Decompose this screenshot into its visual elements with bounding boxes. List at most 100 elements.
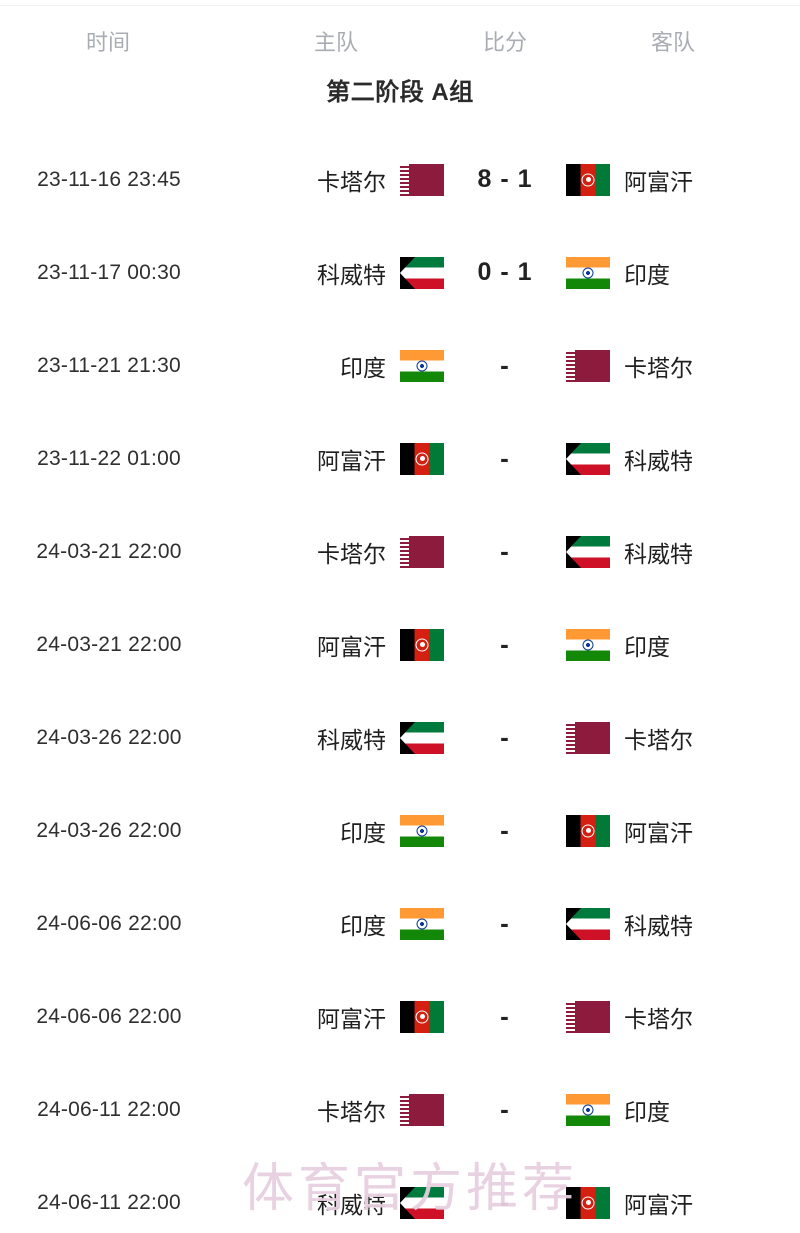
away-team[interactable]: 印度 (566, 226, 800, 319)
home-team-name: 阿富汗 (317, 1005, 386, 1032)
home-team-name: 卡塔尔 (317, 168, 386, 195)
match-score: 0 - 1 (477, 258, 533, 286)
table-row[interactable]: 24-06-06 22:00 印度 - 科威特 (0, 877, 800, 970)
away-team[interactable]: 印度 (566, 598, 800, 691)
away-team-name: 阿富汗 (624, 819, 693, 846)
match-time: 24-06-06 22:00 (36, 911, 182, 935)
home-team-name: 阿富汗 (317, 633, 386, 660)
away-team-name: 卡塔尔 (624, 726, 693, 753)
table-row[interactable]: 24-06-11 22:00 科威特 - 阿富汗 (0, 1156, 800, 1233)
match-score: - (500, 1187, 510, 1217)
table-row[interactable]: 24-03-21 22:00 卡塔尔 - 科威特 (0, 505, 800, 598)
table-row[interactable]: 24-03-26 22:00 印度 - 阿富汗 (0, 784, 800, 877)
flag-afghanistan-icon (566, 814, 610, 847)
home-team[interactable]: 科威特 (218, 1156, 444, 1233)
away-team-name: 科威特 (624, 912, 693, 939)
flag-qatar-icon (400, 1093, 444, 1126)
column-header-away: 客队 (650, 30, 696, 55)
away-team-name: 科威特 (624, 540, 693, 567)
top-divider (0, 5, 800, 6)
away-team-name: 印度 (624, 633, 670, 660)
away-team-name: 卡塔尔 (624, 354, 693, 381)
flag-kuwait-icon (566, 535, 610, 568)
home-team[interactable]: 卡塔尔 (218, 133, 444, 226)
flag-kuwait-icon (400, 1186, 444, 1219)
column-header-row: 时间 主队 比分 客队 (0, 22, 800, 64)
away-team[interactable]: 阿富汗 (566, 1156, 800, 1233)
flag-afghanistan-icon (400, 1000, 444, 1033)
table-row[interactable]: 23-11-17 00:30 科威特 0 - 1 印度 (0, 226, 800, 319)
home-team[interactable]: 印度 (218, 319, 444, 412)
match-time: 23-11-21 21:30 (37, 353, 181, 377)
flag-qatar-icon (400, 163, 444, 196)
home-team-name: 卡塔尔 (317, 540, 386, 567)
flag-afghanistan-icon (566, 1186, 610, 1219)
flag-kuwait-icon (400, 256, 444, 289)
away-team-name: 阿富汗 (624, 1191, 693, 1218)
home-team-name: 印度 (340, 912, 386, 939)
match-time: 24-06-06 22:00 (36, 1004, 182, 1028)
match-list: 23-11-16 23:45 卡塔尔 8 - 1 阿富汗 23-11-17 00:30 科… (0, 133, 800, 1233)
away-team-name: 阿富汗 (624, 168, 693, 195)
flag-afghanistan-icon (400, 442, 444, 475)
flag-qatar-icon (566, 721, 610, 754)
home-team[interactable]: 阿富汗 (218, 598, 444, 691)
table-row[interactable]: 23-11-16 23:45 卡塔尔 8 - 1 阿富汗 (0, 133, 800, 226)
table-row[interactable]: 24-06-11 22:00 卡塔尔 - 印度 (0, 1063, 800, 1156)
column-header-score: 比分 (482, 30, 528, 55)
home-team[interactable]: 卡塔尔 (218, 505, 444, 598)
flag-india-icon (566, 256, 610, 289)
home-team[interactable]: 卡塔尔 (218, 1063, 444, 1156)
table-row[interactable]: 23-11-22 01:00 阿富汗 - 科威特 (0, 412, 800, 505)
flag-india-icon (566, 1093, 610, 1126)
home-team-name: 阿富汗 (317, 447, 386, 474)
away-team[interactable]: 卡塔尔 (566, 691, 800, 784)
home-team[interactable]: 阿富汗 (218, 970, 444, 1063)
home-team[interactable]: 阿富汗 (218, 412, 444, 505)
flag-kuwait-icon (400, 721, 444, 754)
table-row[interactable]: 24-03-26 22:00 科威特 - 卡塔尔 (0, 691, 800, 784)
match-time: 23-11-16 23:45 (37, 167, 181, 191)
flag-afghanistan-icon (400, 628, 444, 661)
flag-kuwait-icon (566, 442, 610, 475)
away-team[interactable]: 科威特 (566, 412, 800, 505)
flag-qatar-icon (566, 349, 610, 382)
match-score: - (500, 1001, 510, 1031)
match-time: 24-06-11 22:00 (37, 1190, 181, 1214)
match-score: - (500, 908, 510, 938)
match-time: 24-03-26 22:00 (36, 725, 182, 749)
home-team-name: 印度 (340, 354, 386, 381)
away-team[interactable]: 卡塔尔 (566, 970, 800, 1063)
home-team[interactable]: 科威特 (218, 691, 444, 784)
table-row[interactable]: 24-03-21 22:00 阿富汗 - 印度 (0, 598, 800, 691)
match-score: - (500, 350, 510, 380)
flag-india-icon (400, 349, 444, 382)
away-team[interactable]: 阿富汗 (566, 784, 800, 877)
match-score: 8 - 1 (477, 165, 533, 193)
match-time: 23-11-17 00:30 (37, 260, 181, 284)
match-time: 24-03-21 22:00 (36, 539, 182, 563)
table-row[interactable]: 24-06-06 22:00 阿富汗 - 卡塔尔 (0, 970, 800, 1063)
match-score: - (500, 629, 510, 659)
home-team-name: 印度 (340, 819, 386, 846)
home-team[interactable]: 印度 (218, 784, 444, 877)
column-header-home: 主队 (313, 30, 359, 55)
away-team[interactable]: 科威特 (566, 505, 800, 598)
away-team[interactable]: 印度 (566, 1063, 800, 1156)
match-score: - (500, 443, 510, 473)
flag-afghanistan-icon (566, 163, 610, 196)
home-team-name: 科威特 (317, 261, 386, 288)
group-section-title: 第二阶段 A组 (326, 79, 474, 106)
away-team[interactable]: 科威特 (566, 877, 800, 970)
flag-kuwait-icon (566, 907, 610, 940)
flag-india-icon (400, 814, 444, 847)
away-team[interactable]: 阿富汗 (566, 133, 800, 226)
home-team[interactable]: 科威特 (218, 226, 444, 319)
home-team[interactable]: 印度 (218, 877, 444, 970)
away-team-name: 印度 (624, 261, 670, 288)
table-row[interactable]: 23-11-21 21:30 印度 - 卡塔尔 (0, 319, 800, 412)
column-header-time: 时间 (85, 30, 131, 55)
away-team[interactable]: 卡塔尔 (566, 319, 800, 412)
match-time: 24-03-26 22:00 (36, 818, 182, 842)
